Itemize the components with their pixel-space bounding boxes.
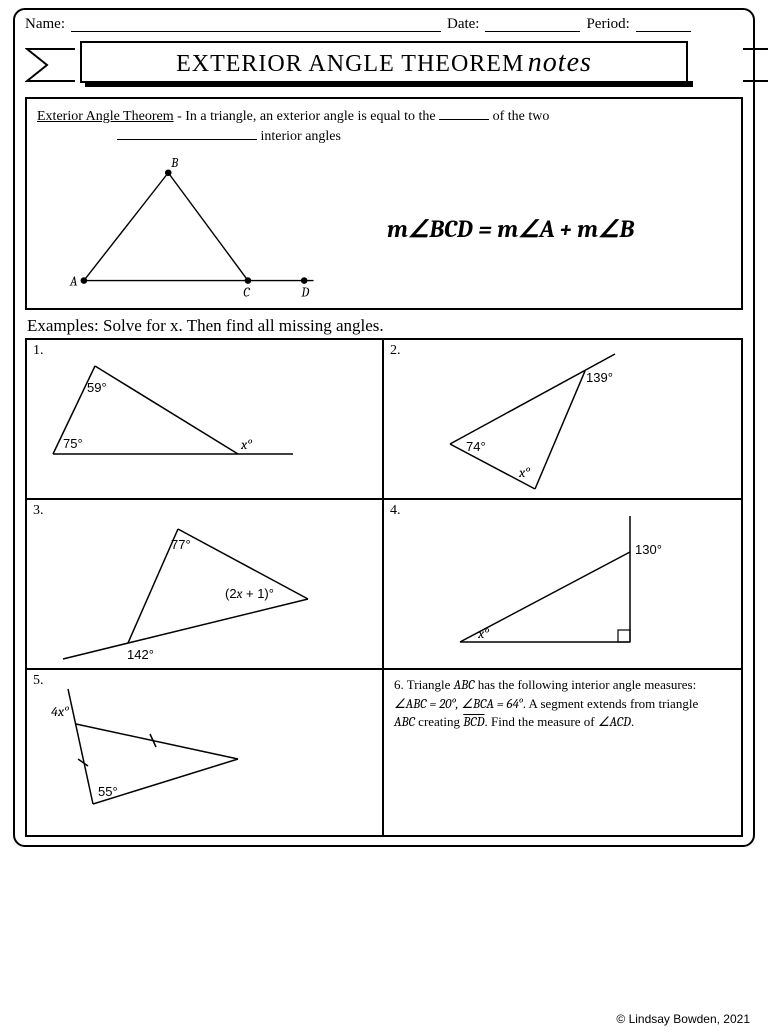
p2-figure: 139° 74° x° [390, 344, 730, 494]
svg-text:x°: x° [518, 464, 530, 481]
theorem-blank1[interactable] [439, 108, 489, 120]
banner-title: EXTERIOR ANGLE THEOREM [176, 51, 524, 77]
period-label: Period: [586, 16, 629, 33]
label-B: B [170, 156, 179, 171]
label-A: A [69, 274, 78, 289]
grid-row-2: 3. 77° (2x + 1)° 142° 4. 130° [27, 500, 741, 670]
svg-text:130°: 130° [635, 542, 662, 557]
svg-text:77°: 77° [171, 537, 191, 552]
svg-text:59°: 59° [87, 380, 107, 395]
theorem-text: Exterior Angle Theorem - In a triangle, … [37, 107, 731, 146]
header-row: Name: Date: Period: [25, 16, 743, 33]
label-D: D [300, 286, 309, 301]
p4-num: 4. [390, 503, 401, 519]
svg-text:142°: 142° [127, 647, 154, 662]
p3-figure: 77° (2x + 1)° 142° [33, 504, 373, 669]
theorem-t1: - In a triangle, an exterior angle is eq… [174, 109, 440, 124]
problem-5: 5. 4x° 55° [27, 670, 384, 835]
title-banner: EXTERIOR ANGLE THEOREM notes [25, 41, 743, 87]
date-blank[interactable] [485, 16, 580, 32]
problem-1: 1. 59° 75° x° [27, 340, 384, 498]
theorem-t2: of the two [489, 109, 549, 124]
grid-row-3: 5. 4x° 55° 6. Triangle ABC has the follo… [27, 670, 741, 835]
p6-text: 6. Triangle ABC has the following interi… [390, 674, 735, 732]
p4-figure: 130° x° [390, 504, 730, 669]
theorem-box: Exterior Angle Theorem - In a triangle, … [25, 97, 743, 310]
name-blank[interactable] [71, 16, 441, 32]
banner-script: notes [528, 47, 592, 78]
problem-2: 2. 139° 74° x° [384, 340, 741, 498]
p3-num: 3. [33, 503, 44, 519]
svg-text:4x°: 4x° [51, 703, 69, 720]
svg-text:55°: 55° [98, 784, 118, 799]
svg-text:139°: 139° [586, 370, 613, 385]
p1-figure: 59° 75° x° [33, 344, 373, 494]
svg-text:x°: x° [240, 436, 252, 453]
svg-text:x°: x° [477, 625, 489, 642]
theorem-blank2[interactable] [117, 128, 257, 140]
p1-num: 1. [33, 343, 44, 359]
theorem-term: Exterior Angle Theorem [37, 109, 174, 124]
theorem-content: A B C D m∠BCD = m∠A + m∠B [37, 154, 731, 304]
grid-row-1: 1. 59° 75° x° 2. 139° 74° [27, 340, 741, 500]
p5-num: 5. [33, 673, 44, 689]
theorem-equation: m∠BCD = m∠A + m∠B [387, 215, 634, 243]
problem-6: 6. Triangle ABC has the following interi… [384, 670, 741, 835]
svg-text:75°: 75° [63, 436, 83, 451]
name-label: Name: [25, 16, 65, 33]
p6-num: 6. [394, 677, 404, 692]
label-C: C [243, 286, 250, 301]
p5-figure: 4x° 55° [33, 674, 373, 834]
svg-text:74°: 74° [466, 439, 486, 454]
problem-3: 3. 77° (2x + 1)° 142° [27, 500, 384, 668]
theorem-t3: interior angles [257, 129, 341, 144]
date-label: Date: [447, 16, 479, 33]
problem-4: 4. 130° x° [384, 500, 741, 668]
problems-grid: 1. 59° 75° x° 2. 139° 74° [25, 338, 743, 837]
p2-num: 2. [390, 343, 401, 359]
theorem-triangle: A B C D [37, 154, 337, 304]
svg-text:(2x + 1)°: (2x + 1)° [225, 586, 274, 602]
banner-box: EXTERIOR ANGLE THEOREM notes [80, 41, 688, 83]
worksheet-page: Name: Date: Period: EXTERIOR ANGLE THEOR… [13, 8, 755, 847]
examples-label: Examples: Solve for x. Then find all mis… [27, 316, 743, 336]
period-blank[interactable] [636, 16, 691, 32]
